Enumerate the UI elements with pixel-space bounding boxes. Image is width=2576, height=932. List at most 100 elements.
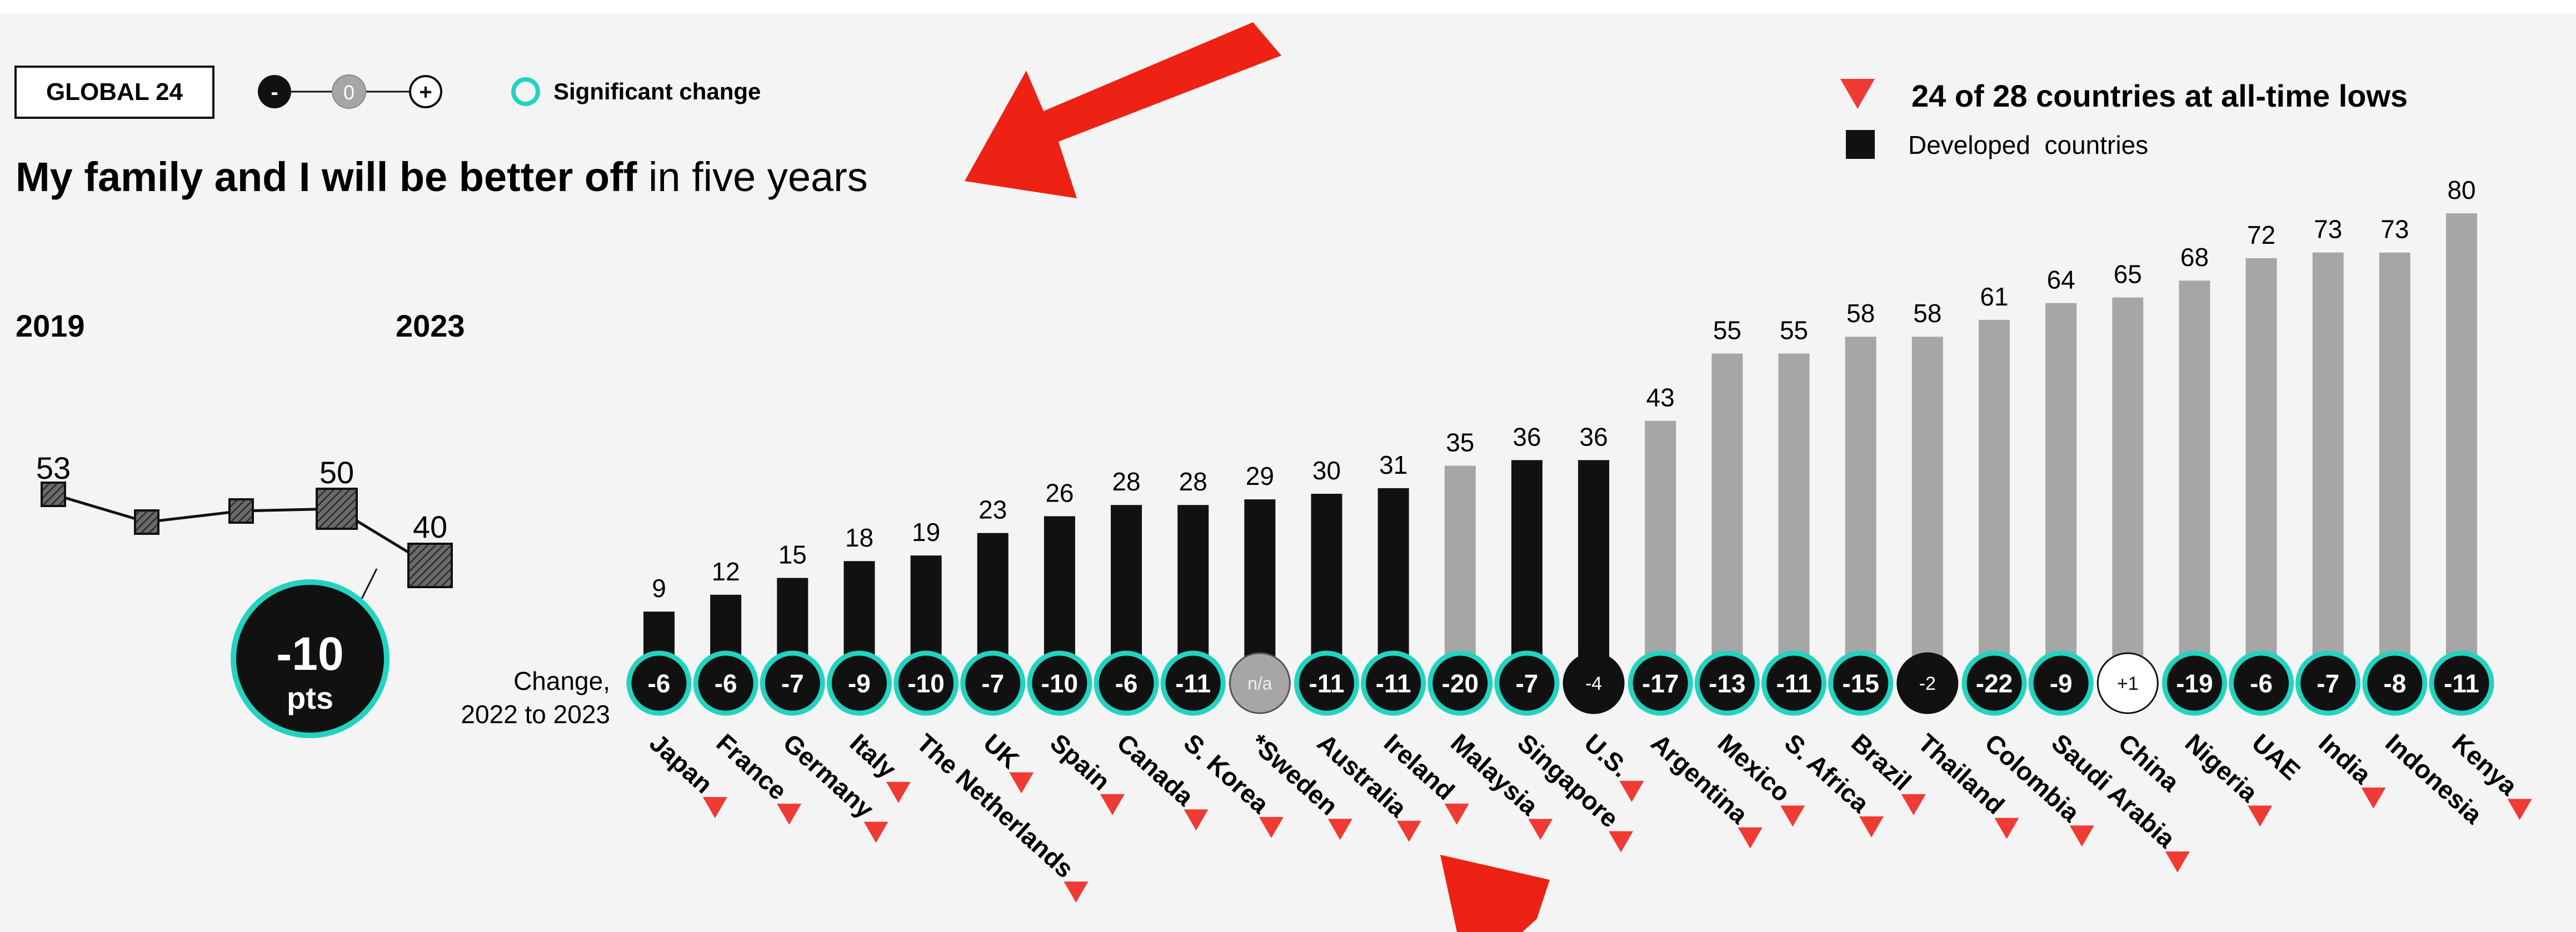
change-circle: [2229, 650, 2294, 716]
change-row-label-1: Change,: [513, 667, 610, 695]
bar-value-label: 26: [1045, 478, 1074, 507]
trend-point: [134, 509, 159, 535]
change-circle: [1494, 650, 1560, 716]
chart-svg: GLOBAL 24 - 0 + Significant change My fa…: [14, 22, 2532, 932]
bar-value-label: 73: [2380, 215, 2409, 244]
bar-value-label: 55: [1780, 316, 1808, 345]
change-value-label: -10: [907, 669, 944, 698]
bar-value-label: 19: [912, 518, 940, 547]
bar: [1444, 465, 1476, 662]
trend-point: [407, 543, 453, 588]
all-time-low-marker-icon: [886, 781, 911, 803]
bar: [910, 555, 942, 662]
change-value-label: -20: [1442, 669, 1479, 698]
all-time-low-marker-icon: [1619, 780, 1644, 802]
all-time-low-legend-label: 24 of 28 countries at all-time lows: [1911, 78, 2408, 113]
bar-value-label: 9: [652, 574, 666, 603]
all-time-low-marker-icon: [2507, 799, 2532, 820]
category-label: India: [2313, 728, 2377, 790]
global-badge-box: [14, 66, 214, 119]
change-value-label: -11: [1175, 669, 1211, 698]
bar: [1578, 460, 1610, 662]
all-time-low-marker-icon: [1100, 794, 1125, 815]
change-circle: [1761, 650, 1827, 716]
bar: [1979, 319, 2010, 662]
change-value-label: -22: [1976, 669, 2013, 698]
scale-minus-dot: [258, 75, 291, 108]
change-circle: [1229, 652, 1291, 714]
trend-point: [228, 498, 254, 524]
change-value-label: -10: [1041, 669, 1078, 698]
all-time-low-marker-icon: [2361, 787, 2386, 809]
trend-point-label: 40: [413, 509, 447, 544]
change-circle: [760, 650, 825, 716]
scale-zero-dot: [332, 74, 366, 109]
bar: [1177, 505, 1209, 662]
bar-value-label: 29: [1246, 462, 1274, 490]
category-label: Spain: [1045, 728, 1116, 796]
bar: [1845, 337, 1876, 662]
change-circle: [1160, 650, 1226, 716]
bar-value-label: 31: [1379, 450, 1407, 479]
trend-point: [41, 482, 66, 507]
all-time-low-marker-icon: [1994, 818, 2019, 839]
bar-value-label: 28: [1179, 467, 1207, 496]
developed-legend-label: Developed countries: [1908, 131, 2148, 159]
change-value-label: -9: [2050, 669, 2073, 698]
page-title: My family and I will be better off in fi…: [16, 154, 868, 200]
change-value-label: -9: [848, 669, 871, 698]
all-time-low-marker-icon: [1327, 819, 1352, 840]
scale-plus-label: +: [419, 80, 432, 104]
change-circle: [893, 650, 959, 716]
bar-value-label: 43: [1646, 383, 1675, 412]
change-circle: [2429, 650, 2494, 716]
trend-end-year: 2023: [396, 308, 465, 343]
total-change-badge: [231, 579, 390, 738]
bar: [1311, 494, 1342, 662]
change-circle: [1628, 650, 1693, 716]
all-time-low-marker-icon: [1184, 809, 1209, 831]
change-value-label: -11: [2444, 669, 2479, 698]
change-value-label: -19: [2176, 669, 2213, 698]
category-label: France: [711, 728, 792, 806]
bar: [1645, 420, 1676, 662]
bar-value-label: 36: [1580, 422, 1608, 451]
all-time-low-marker-icon: [1009, 772, 1034, 794]
change-value-label: -15: [1842, 669, 1879, 698]
category-label: Italy: [845, 728, 902, 784]
bar-value-label: 80: [2447, 176, 2475, 204]
bar-value-label: 35: [1446, 428, 1474, 457]
bar-value-label: 65: [2114, 260, 2142, 289]
all-time-low-marker-icon: [2165, 851, 2190, 873]
all-time-low-marker-icon: [1859, 816, 1884, 838]
bar: [1111, 505, 1142, 662]
bar: [2245, 258, 2277, 662]
all-time-low-marker-icon: [1064, 881, 1089, 903]
change-circle: [626, 650, 692, 716]
all-time-low-marker-icon: [1396, 820, 1421, 842]
bar: [1911, 337, 1943, 662]
scale-legend: - 0 +: [258, 74, 442, 109]
bar-series: 9-6Japan12-6France15-7Germany18-9Italy19…: [626, 176, 2532, 903]
total-change-unit: pts: [287, 680, 333, 715]
change-circle: [1562, 652, 1625, 714]
bar-value-label: 30: [1312, 456, 1341, 485]
bar: [2379, 252, 2410, 662]
significant-ring-icon: [511, 77, 540, 106]
change-value-label: -13: [1709, 669, 1745, 698]
bar-value-label: 68: [2180, 243, 2209, 272]
change-circle: [2096, 652, 2159, 714]
bar: [1244, 499, 1276, 662]
all-time-low-marker-icon: [1259, 816, 1284, 838]
bar: [1044, 516, 1075, 662]
all-time-low-marker-icon: [777, 803, 802, 825]
change-value-label: -11: [1309, 669, 1345, 698]
change-circle: [1694, 650, 1760, 716]
trend-point: [316, 488, 358, 530]
significant-label: Significant change: [553, 78, 761, 104]
change-circle: [2295, 650, 2361, 716]
all-time-low-marker-icon: [1528, 819, 1553, 840]
change-circle: [1896, 652, 1959, 714]
change-row-label-2: 2022 to 2023: [461, 700, 610, 729]
